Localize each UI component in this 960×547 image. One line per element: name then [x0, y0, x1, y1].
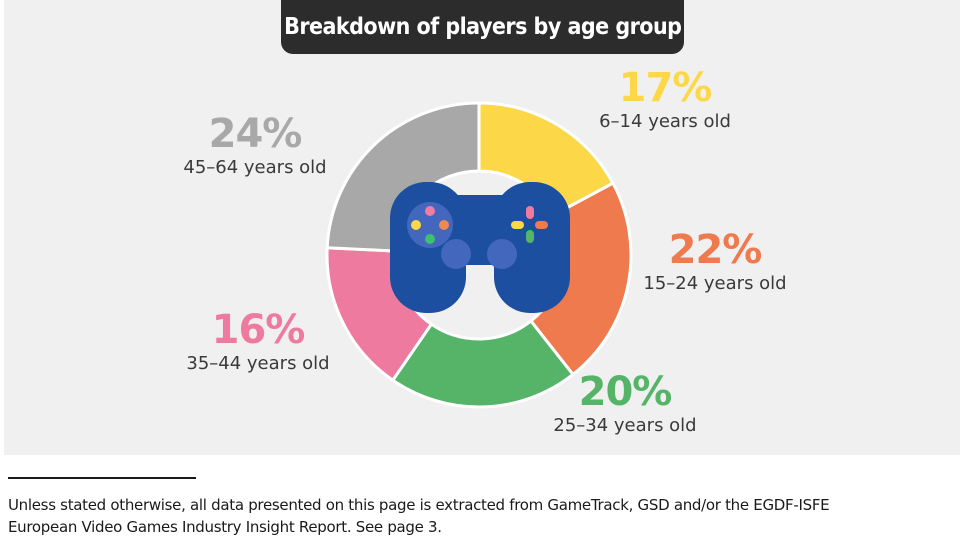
label-15-24: 22% 15–24 years old — [620, 228, 810, 296]
donut-slices — [325, 101, 633, 409]
category-label-25-34: 25–34 years old — [553, 415, 697, 436]
gamepad-dpad-up — [526, 206, 534, 219]
category-label-45-64: 45–64 years old — [183, 157, 327, 178]
chart-title: Breakdown of players by age group — [283, 14, 682, 40]
gamepad-button-orange — [439, 220, 449, 230]
gamepad-dpad-right — [535, 221, 548, 229]
slice-25-34 — [390, 318, 576, 409]
footnote-line-2: European Video Games Industry Insight Re… — [8, 518, 442, 536]
value-label-6-14: 17% — [618, 65, 713, 111]
gamepad-right-stick — [487, 239, 517, 269]
gamepad-dpad-left — [511, 221, 524, 229]
gamepad-left-pad — [407, 202, 453, 248]
value-label-15-24: 22% — [668, 227, 763, 273]
category-label-6-14: 6–14 years old — [599, 111, 731, 132]
category-label-15-24: 15–24 years old — [643, 273, 787, 294]
label-6-14: 17% 6–14 years old — [580, 66, 750, 134]
chart-title-box: Breakdown of players by age group — [281, 0, 684, 54]
footnote: Unless stated otherwise, all data presen… — [8, 494, 948, 538]
gamepad-dpad-down — [526, 230, 534, 243]
category-label-35-44: 35–44 years old — [186, 353, 330, 374]
value-label-25-34: 20% — [578, 369, 673, 415]
label-35-44: 16% 35–44 years old — [163, 308, 353, 376]
gamepad-right-grip — [494, 182, 570, 313]
label-25-34: 20% 25–34 years old — [530, 370, 720, 438]
value-label-45-64: 24% — [208, 111, 303, 157]
donut-chart — [325, 101, 633, 409]
footnote-rule — [8, 477, 196, 479]
gamepad-button-green — [425, 234, 435, 244]
gamepad-left-stick — [441, 239, 471, 269]
gamepad-button-yellow — [411, 220, 421, 230]
gamepad-button-pink — [425, 206, 435, 216]
value-label-35-44: 16% — [211, 307, 306, 353]
gamepad-icon — [390, 182, 570, 313]
label-45-64: 24% 45–64 years old — [160, 112, 350, 180]
footnote-line-1: Unless stated otherwise, all data presen… — [8, 496, 830, 514]
